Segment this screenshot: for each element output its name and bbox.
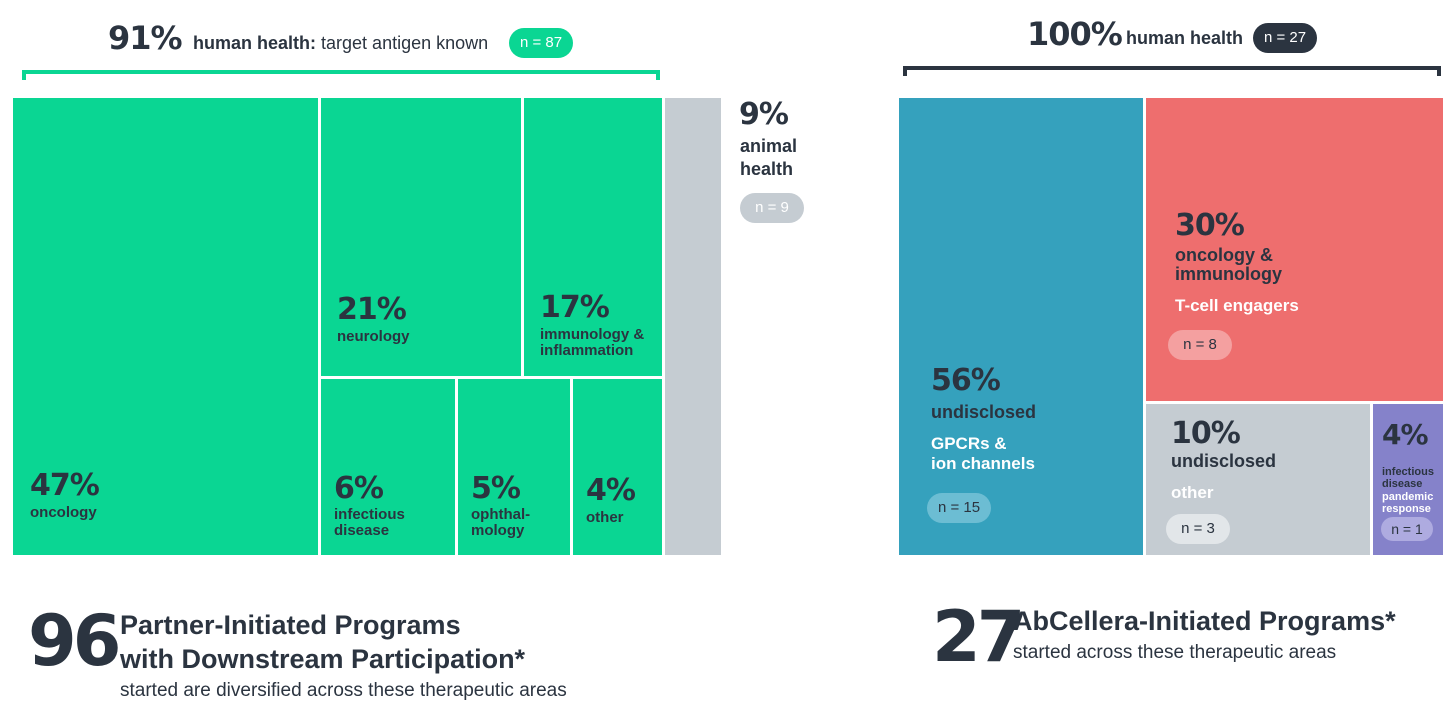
tile-ophthalmology-label-1: ophthal- <box>471 506 531 523</box>
left-header-bracket <box>22 70 660 80</box>
right-header-label: human health <box>1126 28 1244 48</box>
tile-infectious: 6% infectious disease <box>321 379 455 555</box>
tile-other: 4% other <box>573 379 662 555</box>
tile-immunology: 17% immunology & inflammation <box>524 98 662 376</box>
left-footer-subtitle: started are diversified across these the… <box>120 680 567 701</box>
tile-und-pct: 10% <box>1171 416 1241 451</box>
left-header-label-bold: human health: <box>193 33 317 53</box>
left-header-n-badge: n = 87 <box>509 28 573 58</box>
tile-ophthalmology-label-2: mology <box>471 522 525 539</box>
tile-other-label: other <box>586 509 624 526</box>
tile-und-area: undisclosed <box>1171 451 1277 471</box>
tile-gpcr-sub-1: GPCRs & <box>931 434 1007 453</box>
tile-onc-area-1: oncology & <box>1175 245 1273 265</box>
tile-und-sub: other <box>1171 483 1214 502</box>
tile-gpcr: 56% undisclosed GPCRs & ion channels n =… <box>899 98 1143 555</box>
tile-neurology-label: neurology <box>337 328 410 345</box>
animal-health-label-2: health <box>740 159 794 179</box>
tile-undisclosed-other: 10% undisclosed other n = 3 <box>1146 404 1370 555</box>
right-header-n-badge: n = 27 <box>1253 23 1317 53</box>
tile-infectious-pandemic: 4% infectious disease pandemic response … <box>1373 404 1443 555</box>
tile-inf-area-1: infectious <box>1382 466 1434 478</box>
tile-ophthalmology-pct: 5% <box>471 471 521 506</box>
left-footer-title-2: with Downstream Participation* <box>120 644 526 674</box>
tile-neurology-pct: 21% <box>337 292 407 327</box>
tile-onc-sub: T-cell engagers <box>1175 296 1299 315</box>
left-header-pct: 91% <box>108 19 183 57</box>
right-header-bracket <box>903 66 1441 76</box>
tile-animal-health <box>665 98 721 555</box>
animal-health-n-badge: n = 9 <box>740 193 804 223</box>
tile-other-pct: 4% <box>586 473 636 508</box>
right-footer-number: 27 <box>932 596 1025 678</box>
tile-oncology-immunology: 30% oncology & immunology T-cell engager… <box>1146 98 1443 401</box>
right-header-pct: 100% <box>1027 15 1123 53</box>
right-footer-subtitle: started across these therapeutic areas <box>1013 642 1337 663</box>
tile-inf-pct: 4% <box>1382 418 1429 451</box>
tile-oncology: 47% oncology <box>13 98 318 555</box>
tile-inf-sub-1: pandemic <box>1382 491 1434 503</box>
tile-inf-sub-2: response <box>1382 503 1431 515</box>
tile-oncology-pct: 47% <box>30 468 100 503</box>
tile-ophthalmology: 5% ophthal- mology <box>458 379 570 555</box>
tile-infectious-label-2: disease <box>334 522 390 539</box>
animal-health-pct: 9% <box>739 97 789 132</box>
right-footer-title: AbCellera-Initiated Programs* <box>1013 606 1396 636</box>
tile-gpcr-area: undisclosed <box>931 402 1037 422</box>
tile-onc-area-2: immunology <box>1175 264 1282 284</box>
tile-immunology-pct: 17% <box>540 290 610 325</box>
tile-neurology: 21% neurology <box>321 98 521 376</box>
tile-gpcr-sub-2: ion channels <box>931 454 1035 473</box>
tile-gpcr-n-badge: n = 15 <box>927 493 991 523</box>
left-footer-number: 96 <box>28 600 121 682</box>
tile-oncology-label: oncology <box>30 504 97 521</box>
tile-onc-pct: 30% <box>1175 208 1245 243</box>
tile-onc-n-badge: n = 8 <box>1168 330 1232 360</box>
animal-health-label-1: animal <box>740 136 798 156</box>
tile-immunology-label-1: immunology & <box>540 326 645 343</box>
tile-infectious-pct: 6% <box>334 471 384 506</box>
tile-inf-n-badge: n = 1 <box>1381 517 1433 541</box>
left-header-label-rest: target antigen known <box>321 33 489 53</box>
tile-immunology-label-2: inflammation <box>540 342 634 359</box>
tile-inf-area-2: disease <box>1382 478 1423 490</box>
tile-und-n-badge: n = 3 <box>1166 514 1230 544</box>
left-footer-title-1: Partner-Initiated Programs <box>120 610 461 640</box>
tile-infectious-label-1: infectious <box>334 506 405 523</box>
tile-gpcr-pct: 56% <box>931 363 1001 398</box>
left-header-label: human health: target antigen known <box>193 33 488 54</box>
